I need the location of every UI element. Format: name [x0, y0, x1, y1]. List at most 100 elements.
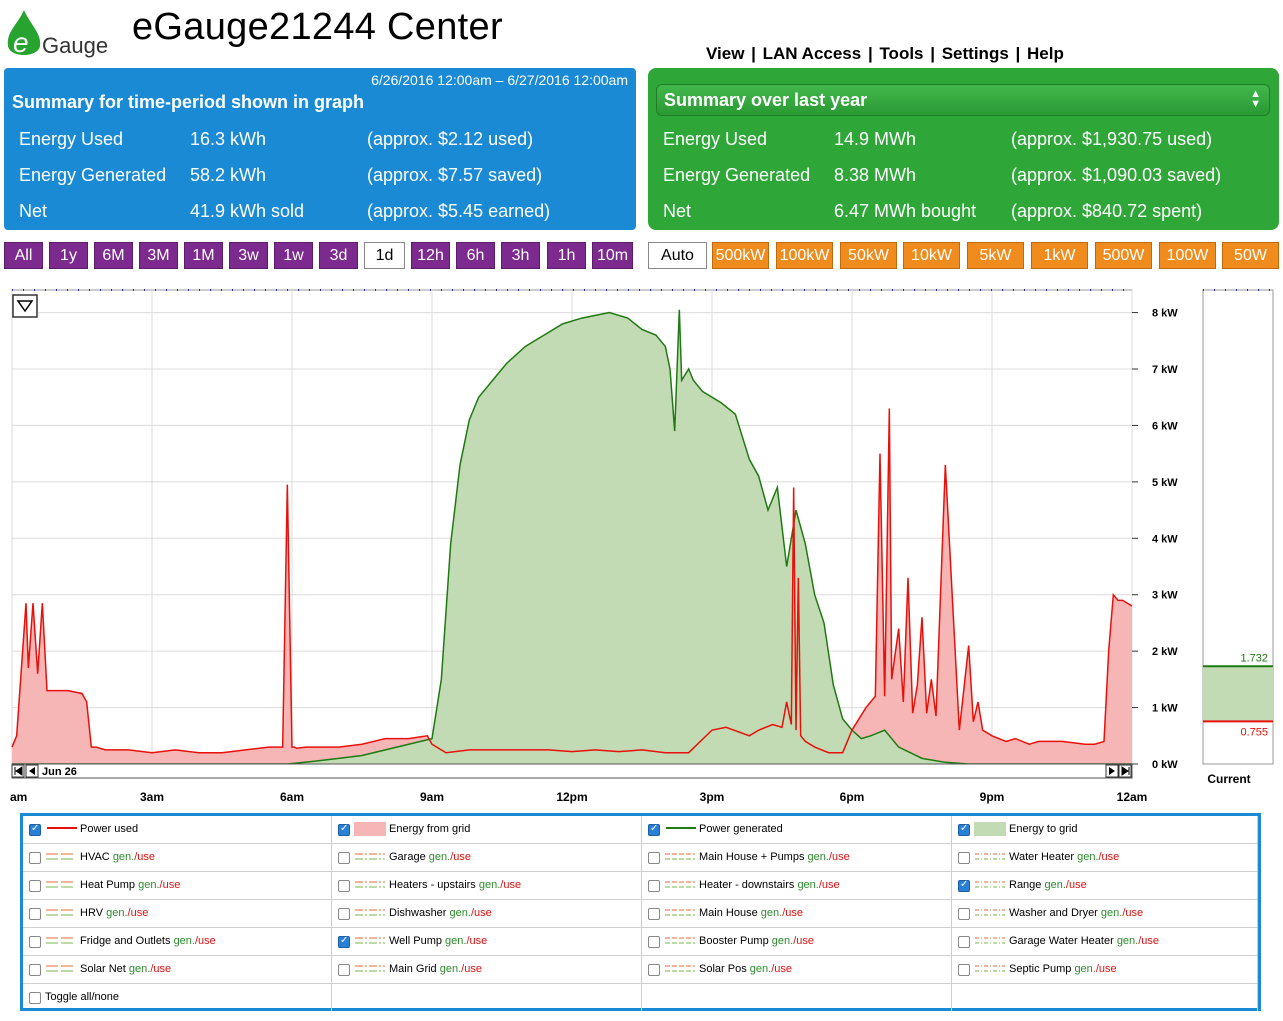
legend-gen-link[interactable]: gen. — [428, 851, 451, 863]
legend-checkbox[interactable] — [958, 964, 970, 976]
nav-lan-access[interactable]: LAN Access — [762, 44, 862, 63]
time-button-1m[interactable]: 1M — [184, 242, 223, 269]
legend-checkbox[interactable] — [958, 936, 970, 948]
legend-checkbox[interactable] — [958, 908, 970, 920]
time-button-6m[interactable]: 6M — [94, 242, 133, 269]
scale-button-5kw[interactable]: 5kW — [967, 242, 1024, 269]
time-button-1d[interactable]: 1d — [364, 242, 405, 269]
time-button-3m[interactable]: 3M — [139, 242, 178, 269]
scale-button-100kw[interactable]: 100kW — [776, 242, 833, 269]
legend-gen-link[interactable]: gen. — [128, 963, 151, 975]
legend-gen-link[interactable]: gen. — [807, 851, 829, 863]
legend-use-link[interactable]: /use — [127, 907, 149, 919]
legend-checkbox[interactable] — [958, 823, 970, 836]
legend-use-link[interactable]: /use — [771, 963, 792, 975]
legend-checkbox[interactable] — [338, 908, 350, 920]
legend-use-link[interactable]: /use — [828, 851, 850, 863]
legend-use-link[interactable]: /use — [450, 851, 471, 863]
time-button-10m[interactable]: 10m — [592, 242, 633, 269]
nav-view[interactable]: View — [706, 44, 745, 63]
time-button-12h[interactable]: 12h — [411, 242, 450, 269]
legend-gen-link[interactable]: gen. — [478, 879, 501, 891]
nav-settings[interactable]: Settings — [941, 44, 1009, 63]
legend-gen-link[interactable]: gen. — [1074, 963, 1096, 975]
legend-use-link[interactable]: /use — [500, 879, 522, 891]
legend-use-link[interactable]: /use — [466, 935, 488, 947]
time-button-1y[interactable]: 1y — [49, 242, 88, 269]
legend-checkbox[interactable] — [648, 964, 660, 976]
legend-gen-link[interactable]: gen. — [445, 935, 467, 947]
legend-gen-link[interactable]: gen. — [439, 963, 462, 975]
legend-use-link[interactable]: /use — [793, 935, 814, 947]
legend-gen-link[interactable]: gen. — [138, 879, 160, 891]
legend-use-link[interactable]: /use — [194, 935, 216, 947]
scale-button-50kw[interactable]: 50kW — [840, 242, 897, 269]
legend-gen-link[interactable]: gen. — [760, 907, 783, 919]
legend-checkbox[interactable] — [29, 936, 41, 948]
legend-gen-link[interactable]: gen. — [1044, 879, 1066, 891]
legend-checkbox[interactable] — [338, 880, 350, 892]
nav-tools[interactable]: Tools — [879, 44, 924, 63]
scale-button-100w[interactable]: 100W — [1159, 242, 1216, 269]
toggle-all-checkbox[interactable] — [29, 992, 41, 1004]
legend-checkbox[interactable] — [648, 908, 660, 920]
legend-checkbox[interactable] — [648, 936, 660, 948]
time-button-3d[interactable]: 3d — [319, 242, 358, 269]
scale-button-1kw[interactable]: 1kW — [1031, 242, 1088, 269]
legend-use-link[interactable]: /use — [1122, 907, 1144, 919]
legend-checkbox[interactable] — [648, 880, 660, 892]
time-button-3h[interactable]: 3h — [501, 242, 540, 269]
legend-gen-link[interactable]: gen. — [112, 851, 135, 863]
legend-checkbox[interactable] — [648, 852, 660, 864]
legend-use-link[interactable]: /use — [1095, 963, 1117, 975]
scale-button-auto[interactable]: Auto — [648, 242, 707, 269]
chart-menu-button[interactable] — [12, 294, 38, 318]
legend-checkbox[interactable] — [29, 908, 41, 920]
legend-gen-link[interactable]: gen. — [749, 963, 772, 975]
scale-button-500kw[interactable]: 500kW — [712, 242, 769, 269]
legend-checkbox[interactable] — [29, 880, 41, 892]
legend-checkbox[interactable] — [338, 823, 350, 836]
legend-use-link[interactable]: /use — [134, 851, 156, 863]
time-button-6h[interactable]: 6h — [456, 242, 495, 269]
legend-checkbox[interactable] — [29, 852, 41, 864]
scale-button-10kw[interactable]: 10kW — [903, 242, 960, 269]
legend-gen-link[interactable]: gen. — [1100, 907, 1123, 919]
legend-checkbox[interactable] — [29, 823, 41, 836]
legend-checkbox[interactable] — [29, 964, 41, 976]
legend-use-link[interactable]: /use — [1065, 879, 1087, 891]
scale-button-50w[interactable]: 50W — [1222, 242, 1279, 269]
legend-gen-link[interactable]: gen. — [1116, 935, 1139, 947]
time-button-1h[interactable]: 1h — [547, 242, 586, 269]
legend-checkbox[interactable] — [338, 852, 350, 864]
scale-button-500w[interactable]: 500W — [1095, 242, 1152, 269]
power-chart[interactable]: 0 kW 1 kW 2 kW 3 kW 4 kW 5 kW 6 kW 7 kW 8 kW 12am… — [0, 287, 1280, 807]
legend-use-link[interactable]: /use — [818, 879, 840, 891]
legend-checkbox[interactable] — [958, 852, 970, 864]
legend-checkbox[interactable] — [338, 964, 350, 976]
time-button-1w[interactable]: 1w — [274, 242, 313, 269]
summary-period-panel: 6/26/2016 12:00am – 6/27/2016 12:00am Su… — [4, 68, 636, 230]
legend-use-link[interactable]: /use — [782, 907, 803, 919]
legend-label-text: HVAC — [80, 851, 110, 863]
legend-checkbox[interactable] — [648, 823, 660, 836]
legend-swatch — [974, 962, 1006, 976]
legend-gen-link[interactable]: gen. — [106, 907, 128, 919]
legend-use-link[interactable]: /use — [159, 879, 181, 891]
legend-use-link[interactable]: /use — [1098, 851, 1120, 863]
legend-use-link[interactable]: /use — [461, 963, 482, 975]
legend-checkbox[interactable] — [338, 935, 350, 948]
legend-gen-link[interactable]: gen. — [449, 907, 471, 919]
legend-use-link[interactable]: /use — [470, 907, 492, 919]
legend-use-link[interactable]: /use — [150, 963, 172, 975]
legend-checkbox[interactable] — [958, 879, 970, 892]
legend-use-link[interactable]: /use — [1138, 935, 1160, 947]
legend-gen-link[interactable]: gen. — [173, 935, 195, 947]
legend-gen-link[interactable]: gen. — [771, 935, 794, 947]
legend-gen-link[interactable]: gen. — [797, 879, 819, 891]
nav-help[interactable]: Help — [1026, 44, 1064, 63]
time-button-all[interactable]: All — [4, 242, 43, 269]
legend-gen-link[interactable]: gen. — [1077, 851, 1099, 863]
time-button-3w[interactable]: 3w — [229, 242, 268, 269]
summary-period-select[interactable]: Summary over last year ▲ ▼ — [656, 84, 1270, 116]
